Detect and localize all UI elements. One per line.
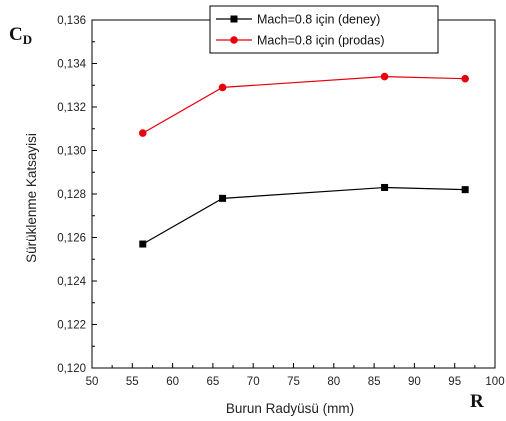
data-point xyxy=(218,83,227,92)
data-point xyxy=(139,240,147,248)
y-corner-sub: D xyxy=(23,32,32,47)
y-tick-label: 0,134 xyxy=(57,59,86,71)
y-tick-label: 0,124 xyxy=(57,276,86,288)
y-corner-main: C xyxy=(9,24,23,45)
x-axis-label: Burun Radyüsü (mm) xyxy=(226,401,354,416)
series-line-2 xyxy=(142,75,466,134)
x-tick-label: 80 xyxy=(327,376,340,388)
y-tick-label: 0,126 xyxy=(57,233,86,245)
x-tick-label: 70 xyxy=(247,376,260,388)
data-point xyxy=(138,129,147,137)
data-point xyxy=(219,194,227,202)
y-tick-label: 0,122 xyxy=(57,320,86,332)
x-tick-label: 50 xyxy=(86,376,99,388)
legend-label-prodas: Mach=0.8 için (prodas) xyxy=(257,34,385,48)
y-tick-label: 0,120 xyxy=(57,363,86,375)
x-tick-label: 55 xyxy=(126,376,139,388)
y-tick-label: 0,130 xyxy=(57,146,86,158)
chart-series xyxy=(138,72,469,248)
y-axis-label: Sürüklenme Katsayisi xyxy=(24,133,39,263)
x-tick-label: 90 xyxy=(408,376,421,388)
legend-marker-prodas xyxy=(230,36,238,44)
y-tick-label: 0,128 xyxy=(57,189,86,201)
x-tick-label: 65 xyxy=(207,376,220,388)
y-tick-label: 0,132 xyxy=(57,102,86,114)
series-line-1 xyxy=(142,186,466,245)
x-tick-label: 95 xyxy=(448,376,461,388)
legend-marker-deney xyxy=(230,15,238,23)
x-tick-label: 60 xyxy=(166,376,179,388)
x-corner-label: R xyxy=(470,391,484,412)
x-tick-label: 100 xyxy=(485,376,504,388)
legend-box xyxy=(209,5,439,54)
x-tick-label: 85 xyxy=(368,376,381,388)
legend: Mach=0.8 için (deney) Mach=0.8 için (pro… xyxy=(209,5,439,54)
data-point xyxy=(381,183,389,191)
data-point xyxy=(461,186,469,194)
y-corner-label: CD xyxy=(9,24,32,47)
axis-ticks: 50 55 60 65 70 75 80 85 90 95 100 0,120 0,122 0,124 0,… xyxy=(57,15,504,388)
data-point xyxy=(380,72,389,81)
legend-label-deney: Mach=0.8 için (deney) xyxy=(257,13,380,27)
y-tick-label: 0,136 xyxy=(57,15,86,27)
data-point xyxy=(461,74,469,83)
x-tick-label: 75 xyxy=(287,376,300,388)
